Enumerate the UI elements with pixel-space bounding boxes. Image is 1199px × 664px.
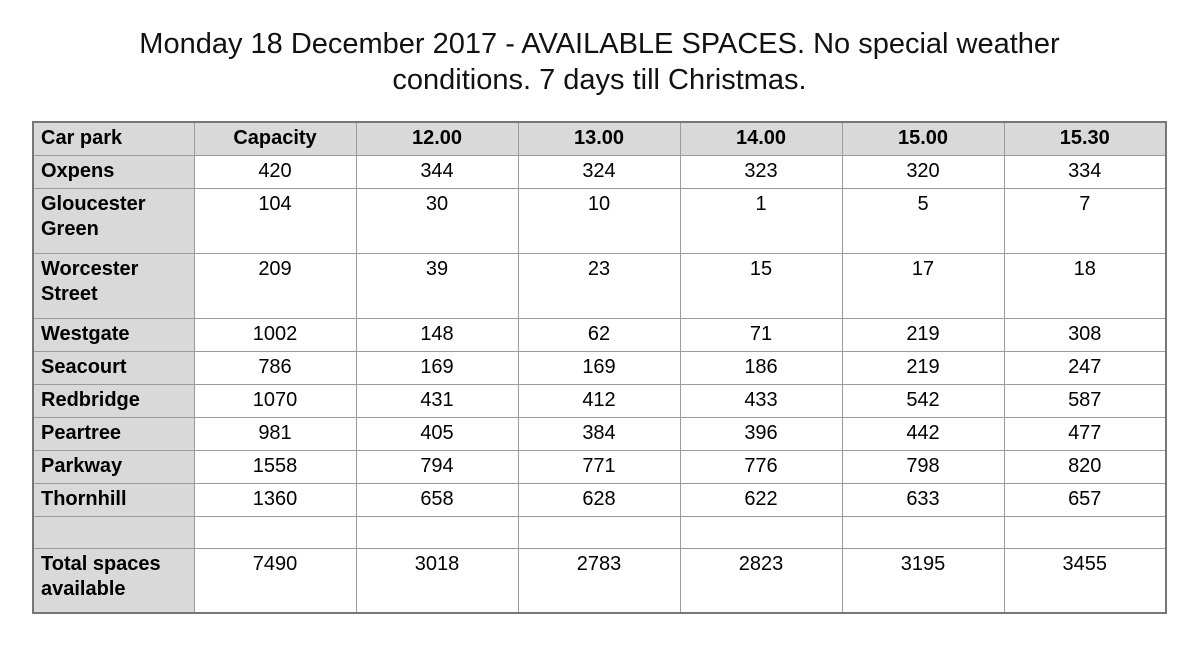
table-cell: 420 [193, 154, 357, 189]
column-header-car-park: Car park [32, 121, 195, 156]
table-row-gloucester-green: Gloucester Green 104 30 10 1 5 7 [32, 187, 1167, 254]
table-cell: 412 [517, 383, 681, 418]
table-row-worcester-street: Worcester Street 209 39 23 15 17 18 [32, 252, 1167, 319]
table-cell: 477 [1003, 416, 1167, 451]
header-row: Car park Capacity 12.00 13.00 14.00 15.0… [32, 121, 1167, 156]
table-cell: 794 [355, 449, 519, 484]
table-row-thornhill: Thornhill 1360 658 628 622 633 657 [32, 482, 1167, 517]
table-row-oxpens: Oxpens 420 344 324 323 320 334 [32, 154, 1167, 189]
table-cell: 344 [355, 154, 519, 189]
table-cell: 384 [517, 416, 681, 451]
table-cell: 334 [1003, 154, 1167, 189]
table-cell: 323 [679, 154, 843, 189]
table-cell: 542 [841, 383, 1005, 418]
table-cell: 776 [679, 449, 843, 484]
row-header: Gloucester Green [32, 187, 195, 254]
table-cell-total: 7490 [193, 547, 357, 614]
table-cell: 320 [841, 154, 1005, 189]
table-row-redbridge: Redbridge 1070 431 412 433 542 587 [32, 383, 1167, 418]
table-cell: 1070 [193, 383, 357, 418]
table-cell-total: 3455 [1003, 547, 1167, 614]
table-cell: 1 [679, 187, 843, 254]
table-cell: 633 [841, 482, 1005, 517]
row-header: Worcester Street [32, 252, 195, 319]
row-header: Seacourt [32, 350, 195, 385]
table-row-seacourt: Seacourt 786 169 169 186 219 247 [32, 350, 1167, 385]
table-cell-total: 2783 [517, 547, 681, 614]
table-row-spacer [32, 515, 1167, 549]
table-cell: 186 [679, 350, 843, 385]
table-cell: 17 [841, 252, 1005, 319]
column-header-1500: 15.00 [841, 121, 1005, 156]
table-cell [355, 515, 519, 549]
table-cell: 771 [517, 449, 681, 484]
table-cell: 786 [193, 350, 357, 385]
table-cell: 628 [517, 482, 681, 517]
row-header: Peartree [32, 416, 195, 451]
table-cell: 442 [841, 416, 1005, 451]
table-cell: 1002 [193, 317, 357, 352]
row-header: Thornhill [32, 482, 195, 517]
table-cell: 587 [1003, 383, 1167, 418]
table-row-westgate: Westgate 1002 148 62 71 219 308 [32, 317, 1167, 352]
page-title: Monday 18 December 2017 - AVAILABLE SPAC… [139, 28, 1060, 96]
table-cell: 405 [355, 416, 519, 451]
table-cell: 15 [679, 252, 843, 319]
table-cell: 18 [1003, 252, 1167, 319]
table-cell: 431 [355, 383, 519, 418]
table-cell [1003, 515, 1167, 549]
table-cell: 1558 [193, 449, 357, 484]
table-cell [841, 515, 1005, 549]
table-cell: 1360 [193, 482, 357, 517]
table-cell-total: 3018 [355, 547, 519, 614]
table-cell: 247 [1003, 350, 1167, 385]
table-cell: 23 [517, 252, 681, 319]
column-header-capacity: Capacity [193, 121, 357, 156]
row-header-total: Total spaces available [32, 547, 195, 614]
table-cell: 324 [517, 154, 681, 189]
row-header: Oxpens [32, 154, 195, 189]
table-cell: 5 [841, 187, 1005, 254]
table-row-parkway: Parkway 1558 794 771 776 798 820 [32, 449, 1167, 484]
column-header-1400: 14.00 [679, 121, 843, 156]
table-cell [193, 515, 357, 549]
row-header: Westgate [32, 317, 195, 352]
column-header-1530: 15.30 [1003, 121, 1167, 156]
table-cell: 433 [679, 383, 843, 418]
table-cell: 169 [517, 350, 681, 385]
table-cell: 169 [355, 350, 519, 385]
table-cell: 10 [517, 187, 681, 254]
row-header [32, 515, 195, 549]
table-cell: 209 [193, 252, 357, 319]
table-cell: 219 [841, 350, 1005, 385]
table-cell: 657 [1003, 482, 1167, 517]
table-cell [517, 515, 681, 549]
table-cell: 148 [355, 317, 519, 352]
table-cell: 71 [679, 317, 843, 352]
table-cell-total: 2823 [679, 547, 843, 614]
table-cell: 798 [841, 449, 1005, 484]
table-cell: 62 [517, 317, 681, 352]
table-cell: 30 [355, 187, 519, 254]
row-header: Parkway [32, 449, 195, 484]
column-header-1300: 13.00 [517, 121, 681, 156]
table-cell: 820 [1003, 449, 1167, 484]
table-cell [679, 515, 843, 549]
table-cell: 981 [193, 416, 357, 451]
table-cell: 396 [679, 416, 843, 451]
row-header: Redbridge [32, 383, 195, 418]
table-cell-total: 3195 [841, 547, 1005, 614]
table-row-total: Total spaces available 7490 3018 2783 28… [32, 547, 1167, 614]
table-cell: 39 [355, 252, 519, 319]
table-cell: 308 [1003, 317, 1167, 352]
table-cell: 7 [1003, 187, 1167, 254]
table-row-peartree: Peartree 981 405 384 396 442 477 [32, 416, 1167, 451]
car-park-availability-table: Car park Capacity 12.00 13.00 14.00 15.0… [32, 121, 1167, 614]
table-cell: 219 [841, 317, 1005, 352]
column-header-1200: 12.00 [355, 121, 519, 156]
table-cell: 658 [355, 482, 519, 517]
table-cell: 622 [679, 482, 843, 517]
table-cell: 104 [193, 187, 357, 254]
